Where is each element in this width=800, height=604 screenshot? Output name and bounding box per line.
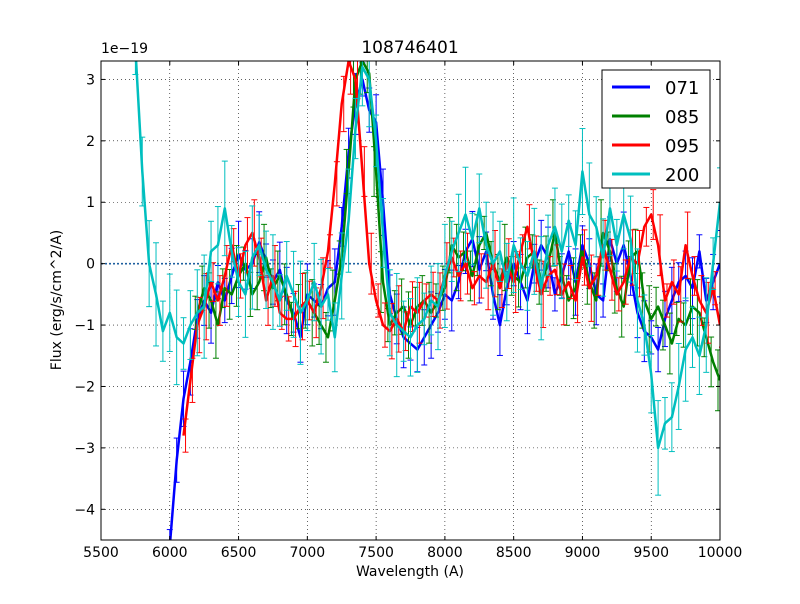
chart-title: 108746401 [361,38,458,58]
ticks [100,61,721,540]
x-axis-label: Wavelength (A) [356,564,464,580]
x-tick-label: 7500 [358,545,394,561]
legend-label-200: 200 [665,165,699,186]
x-tick-label: 8500 [496,545,532,561]
legend-label-095: 095 [665,136,699,157]
x-tick-label: 6500 [221,545,257,561]
x-tick-label: 9500 [633,545,669,561]
y-offset-label: 1e−19 [101,41,148,57]
x-tick-label: 8000 [427,545,463,561]
plot-frame [100,60,721,541]
x-tick-label: 9000 [565,545,601,561]
legend-box [601,69,711,189]
series-line-200 [134,61,720,450]
y-tick-label: 1 [86,195,95,211]
legend-label-085: 085 [665,107,699,128]
x-tick-label: 5500 [83,545,119,561]
legend-label-071: 071 [665,78,699,99]
x-tick-label: 7000 [290,545,326,561]
y-tick-label: −1 [74,318,95,334]
y-tick-label: 3 [86,72,95,88]
y-tick-label: −4 [74,502,95,518]
y-tick-labels: −4 −3 −2 −1 0 1 2 3 [74,72,95,518]
legend: 071 085 095 200 [601,69,711,189]
x-tick-labels: 5500 6000 6500 7000 7500 8000 8500 9000 9500 1000… [83,545,742,561]
y-axis-label: Flux (erg/s/cm^2/A) [49,230,65,370]
y-tick-label: 0 [86,257,95,273]
x-tick-label: 10000 [698,545,743,561]
x-tick-label: 6000 [152,545,188,561]
y-tick-label: −3 [74,441,95,457]
y-tick-label: −2 [74,379,95,395]
series-layer [132,61,720,540]
series-200 [132,61,720,496]
y-tick-label: 2 [86,134,95,150]
